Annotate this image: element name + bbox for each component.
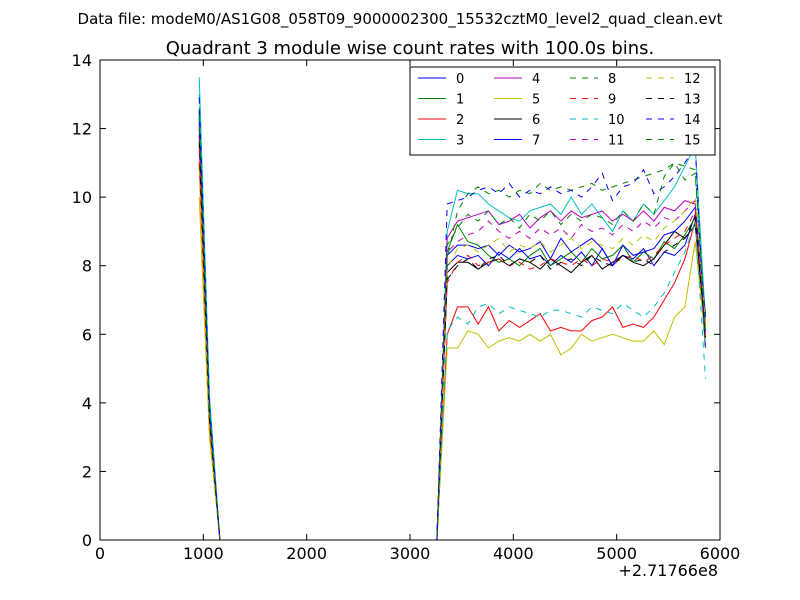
- y-tick-label: 6: [82, 325, 92, 344]
- legend-label-13: 13: [684, 93, 701, 108]
- series-11-line: [198, 125, 706, 541]
- y-tick-label: 2: [82, 462, 92, 481]
- series-10-line: [198, 94, 706, 541]
- legend-label-10: 10: [608, 113, 625, 128]
- series-6-line: [198, 135, 706, 541]
- series-2-line: [198, 162, 706, 541]
- x-tick-label: 0: [95, 544, 105, 563]
- y-tick-label: 8: [82, 257, 92, 276]
- x-tick-label: 1000: [183, 544, 224, 563]
- series-4-line: [198, 121, 706, 541]
- y-tick-label: 4: [82, 394, 92, 413]
- y-tick-label: 0: [82, 531, 92, 550]
- series-5-line: [198, 197, 706, 541]
- x-tick-label: 3000: [390, 544, 431, 563]
- chart-title: Quadrant 3 module wise count rates with …: [166, 38, 655, 59]
- y-tick-label: 14: [72, 51, 92, 70]
- legend-label-4: 4: [532, 72, 540, 87]
- x-tick-label: 5000: [596, 544, 637, 563]
- legend-label-14: 14: [684, 113, 701, 128]
- legend-label-11: 11: [608, 134, 625, 149]
- legend-label-1: 1: [456, 93, 464, 108]
- legend-label-15: 15: [684, 134, 701, 149]
- legend-label-0: 0: [456, 72, 464, 87]
- legend-label-3: 3: [456, 134, 464, 149]
- legend-label-12: 12: [684, 72, 701, 87]
- series-layer: [198, 77, 706, 541]
- legend-label-5: 5: [532, 93, 540, 108]
- legend-label-6: 6: [532, 113, 540, 128]
- suptitle: Data file: modeM0/AS1G08_058T09_90000023…: [78, 10, 723, 29]
- series-13-line: [198, 142, 706, 541]
- legend-frame: [409, 66, 716, 156]
- series-3-line: [198, 77, 706, 541]
- series-7-line: [198, 118, 706, 541]
- x-tick-label: 4000: [493, 544, 534, 563]
- y-tick-label: 12: [72, 120, 92, 139]
- series-12-line: [198, 169, 706, 541]
- x-tick-label: 6000: [700, 544, 741, 563]
- legend-label-8: 8: [608, 72, 616, 87]
- x-tick-label: 2000: [286, 544, 327, 563]
- legend-label-9: 9: [608, 93, 616, 108]
- x-offset-label: +2.71766e8: [618, 561, 718, 580]
- legend-label-7: 7: [532, 134, 540, 149]
- y-tick-label: 10: [72, 188, 92, 207]
- legend-label-2: 2: [456, 113, 464, 128]
